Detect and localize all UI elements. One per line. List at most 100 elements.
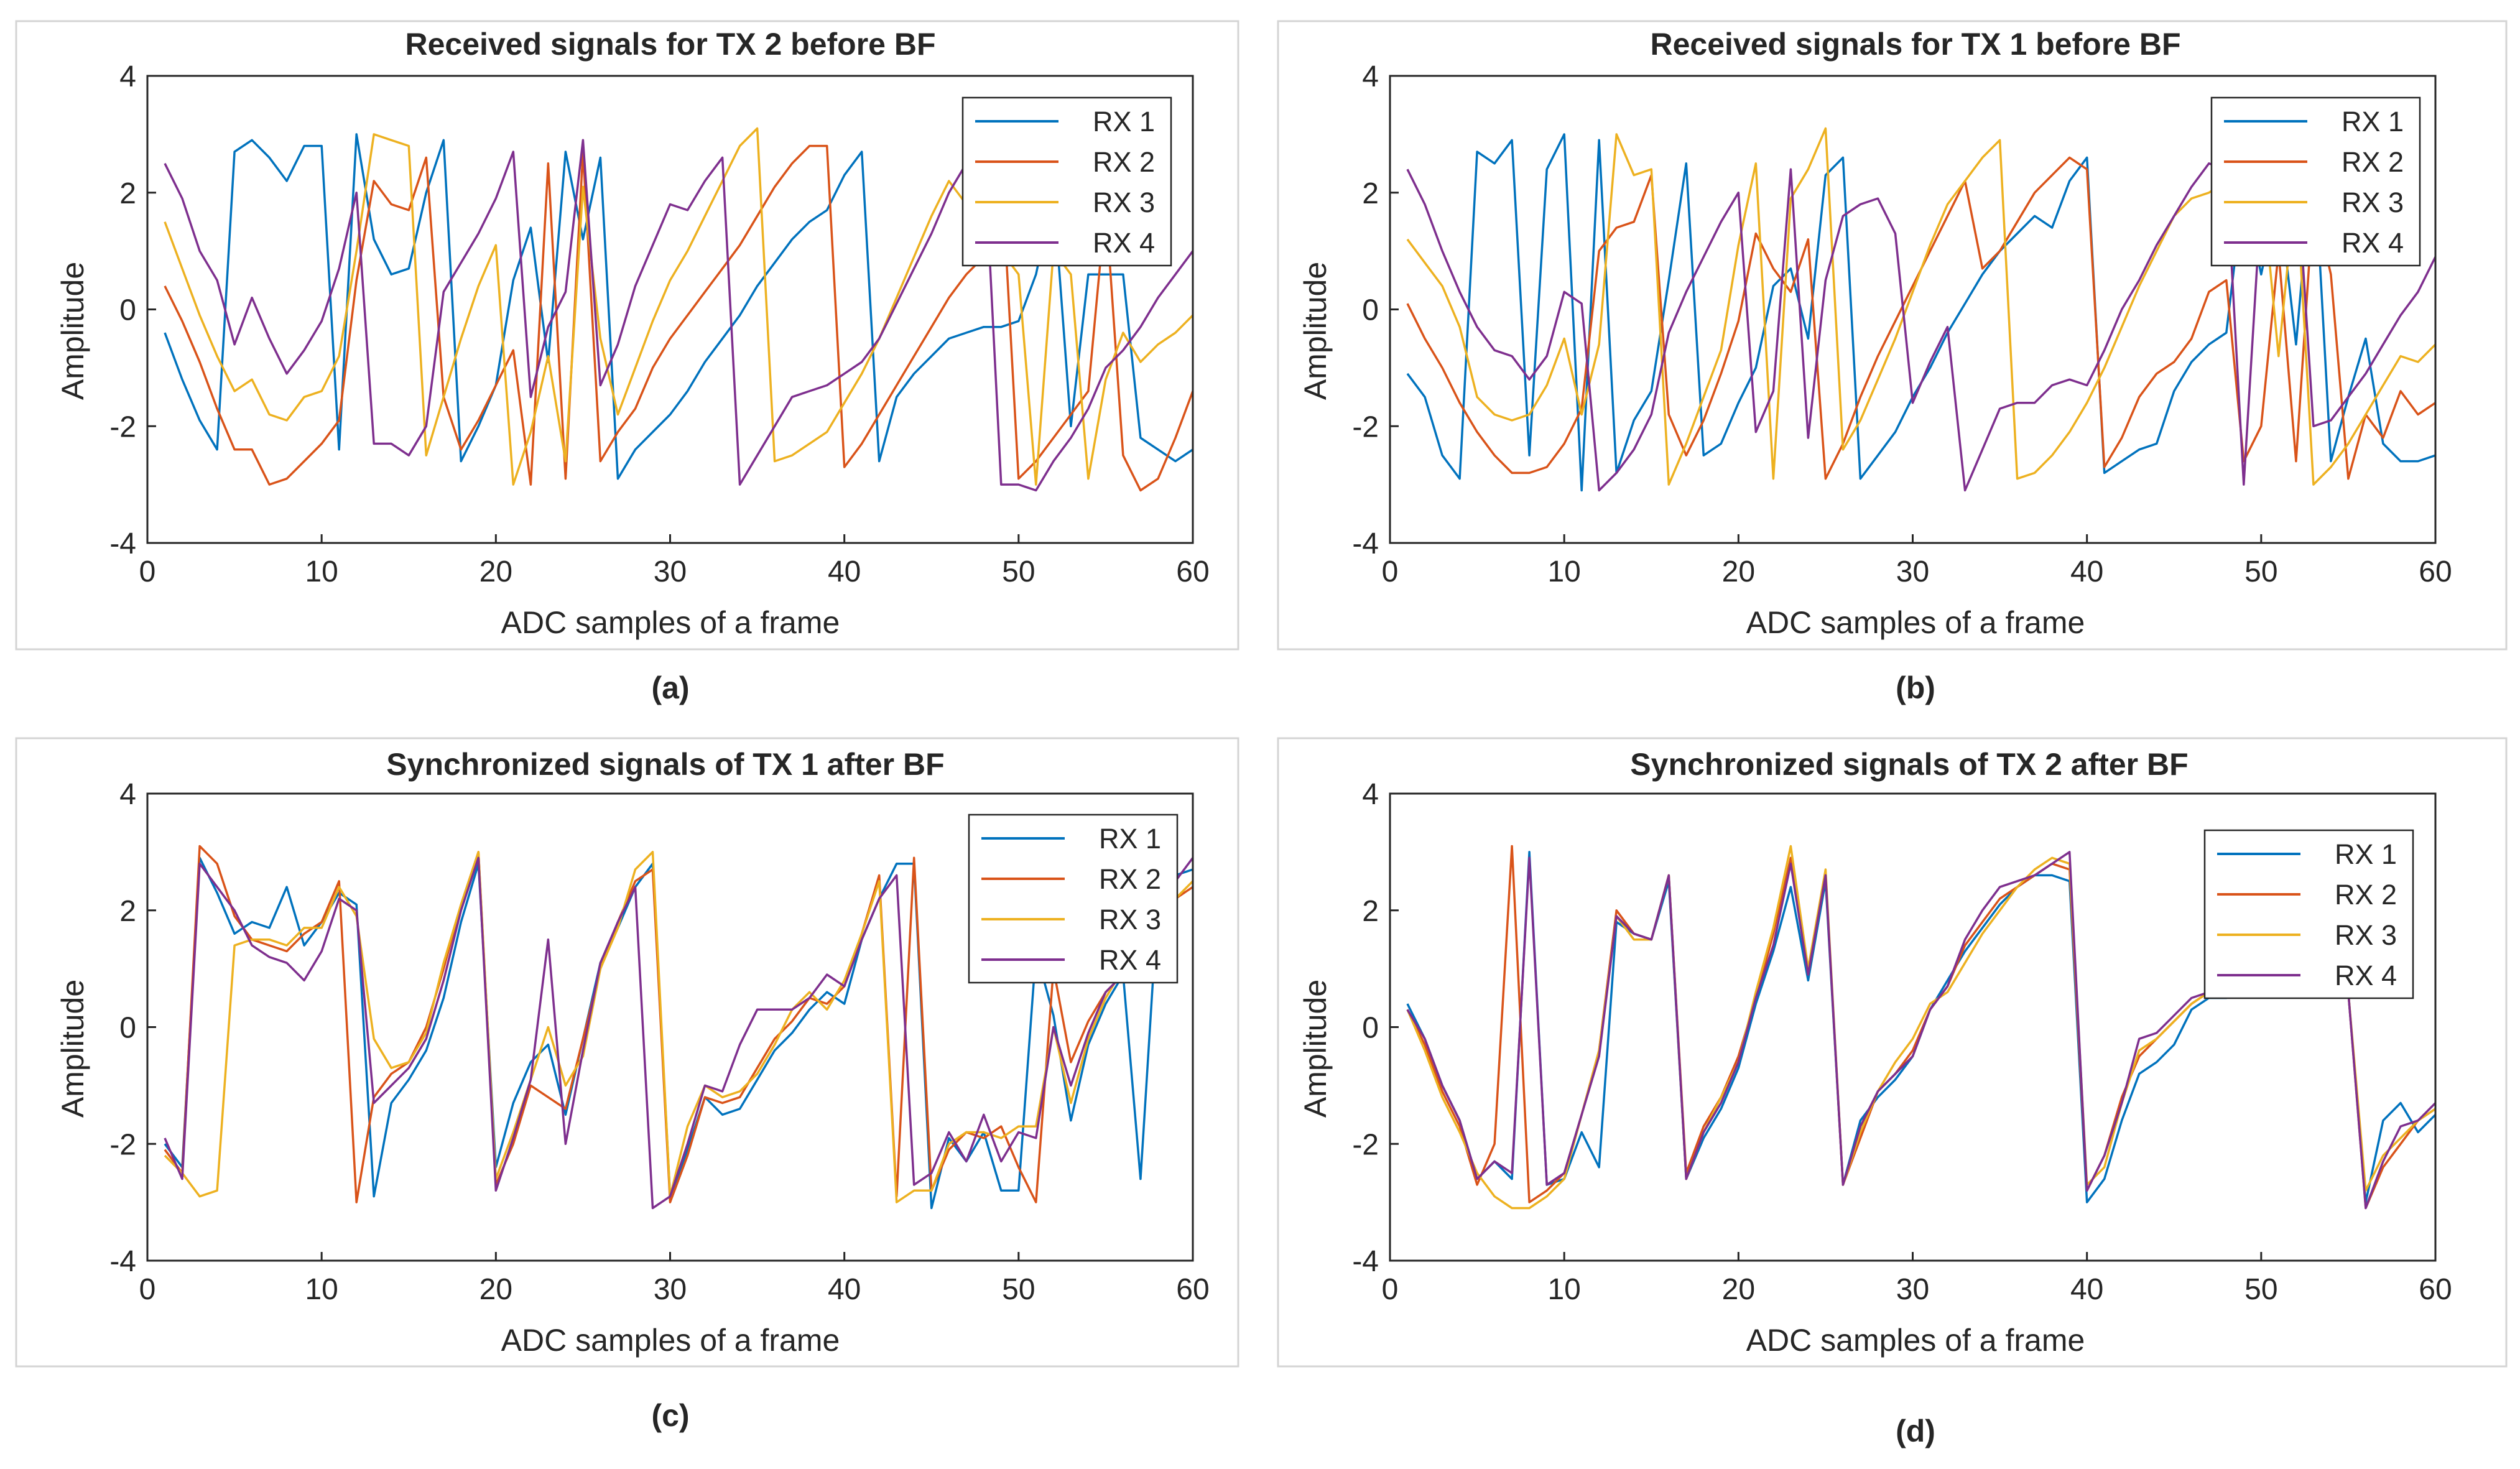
x-tick-label: 10 [1547,555,1580,588]
x-tick-label: 50 [2244,555,2277,588]
panel-d: Synchronized signals of TX 2 after BF Am… [1277,737,2508,1448]
plot-area-frame [1389,792,2437,1262]
y-axis-label: Amplitude [1298,980,1333,1118]
legend-label-rx3: RX 3 [1099,904,1161,935]
tick-layer: 0 10 20 30 40 50 60 -4 -2 0 2 4 [1352,778,2452,1306]
x-tick-label: 10 [305,1273,338,1306]
x-tick-label: 50 [1002,555,1035,588]
x-tick-label: 60 [2419,555,2452,588]
chart-title: Synchronized signals of TX 1 after BF [386,747,944,782]
plot-area-frame [146,792,1194,1262]
series-line-rx2 [164,845,1193,1203]
x-tick-label: 30 [654,1273,687,1306]
legend-label-rx4: RX 4 [2335,960,2397,991]
panel-b: Received signals for TX 1 before BF Ampl… [1277,20,2508,705]
panel-caption: (c) [651,1398,689,1433]
legend-label-rx1: RX 1 [1099,823,1161,855]
y-tick-label: -2 [109,410,136,443]
y-tick-label: -4 [1352,1245,1379,1278]
chart-title: Synchronized signals of TX 2 after BF [1630,747,2188,782]
y-tick-label: 0 [1362,294,1379,327]
y-tick-label: 0 [119,1012,136,1045]
legend: RX 1 RX 2 RX 3 RX 4 [968,813,1179,984]
tick-layer: 0 10 20 30 40 50 60 -4 -2 0 2 4 [109,778,1209,1306]
x-tick-label: 10 [1547,1273,1580,1306]
y-tick-label: 2 [119,177,136,210]
y-tick-label: 4 [1362,60,1379,93]
x-tick-label: 0 [139,555,156,588]
series-line-rx2 [164,144,1194,492]
legend-label-rx2: RX 2 [2342,146,2404,178]
x-tick-label: 30 [1896,555,1929,588]
x-tick-label: 30 [1896,1273,1929,1306]
x-tick-label: 20 [1722,1273,1755,1306]
x-axis-label: ADC samples of a frame [1746,605,2085,640]
legend-box [961,96,1172,267]
plot-area-frame [1389,75,2437,544]
y-axis-label: Amplitude [55,262,90,400]
y-tick-label: 0 [1362,1012,1379,1045]
legend-label-rx2: RX 2 [2335,879,2397,911]
x-tick-label: 40 [828,555,861,588]
y-axis-label: Amplitude [1298,262,1333,400]
x-tick-label: 60 [1176,1273,1209,1306]
y-tick-label: 2 [1362,177,1379,210]
x-tick-label: 50 [2244,1273,2277,1306]
tick-layer: 0 10 20 30 40 50 60 -4 -2 0 2 4 [1352,60,2452,588]
series-line-rx4 [164,139,1194,492]
y-tick-label: 0 [119,294,136,327]
panel-a: Received signals for TX 2 before BF Ampl… [15,20,1239,705]
panel-caption: (b) [1896,670,1935,705]
x-tick-label: 50 [1002,1273,1035,1306]
legend-label-rx1: RX 1 [2342,106,2404,137]
legend: RX 1 RX 2 RX 3 RX 4 [2210,96,2421,267]
x-tick-label: 60 [2419,1273,2452,1306]
legend-box [2210,96,2421,267]
legend-label-rx4: RX 4 [2342,227,2404,259]
x-tick-label: 60 [1176,555,1209,588]
tick-layer: 0 10 20 30 40 50 60 -4 -2 0 2 4 [109,60,1209,588]
y-tick-label: -4 [109,1245,136,1278]
panel-caption: (d) [1896,1414,1935,1448]
y-tick-label: 4 [119,778,136,811]
y-tick-label: 2 [1362,895,1379,928]
panel-caption: (a) [651,670,689,705]
legend: RX 1 RX 2 RX 3 RX 4 [961,96,1172,267]
legend-label-rx1: RX 1 [2335,838,2397,870]
y-axis-label: Amplitude [55,980,90,1118]
legend-label-rx3: RX 3 [2335,919,2397,951]
y-tick-label: -2 [109,1128,136,1161]
chart-title: Received signals for TX 2 before BF [405,27,935,62]
x-tick-label: 0 [1382,1273,1399,1306]
legend-label-rx2: RX 2 [1093,146,1155,178]
legend-label-rx1: RX 1 [1093,106,1155,137]
x-tick-label: 40 [2070,555,2103,588]
y-tick-label: -4 [109,527,136,560]
y-tick-label: -2 [1352,410,1379,443]
series-line-rx4 [164,856,1194,1210]
x-tick-label: 20 [1722,555,1755,588]
chart-title: Received signals for TX 1 before BF [1650,27,2180,62]
series-layer [164,127,1194,492]
x-tick-label: 40 [2070,1273,2103,1306]
x-tick-label: 20 [479,1273,512,1306]
plot-area-frame [146,75,1194,544]
legend-box [2203,829,2414,999]
y-tick-label: 4 [1362,778,1379,811]
x-tick-label: 10 [305,555,338,588]
legend-label-rx4: RX 4 [1099,944,1161,976]
x-axis-label: ADC samples of a frame [1746,1323,2085,1358]
x-tick-label: 0 [139,1273,156,1306]
series-line-rx3 [164,851,1194,1203]
x-tick-label: 20 [479,555,512,588]
y-tick-label: 4 [119,60,136,93]
series-layer [164,845,1194,1210]
y-tick-label: -4 [1352,527,1379,560]
x-tick-label: 0 [1382,555,1399,588]
x-axis-label: ADC samples of a frame [501,1323,840,1358]
legend-box [968,813,1179,984]
legend-label-rx2: RX 2 [1099,863,1161,895]
panel-c: Synchronized signals of TX 1 after BF Am… [15,737,1239,1433]
legend-label-rx3: RX 3 [1093,187,1155,218]
